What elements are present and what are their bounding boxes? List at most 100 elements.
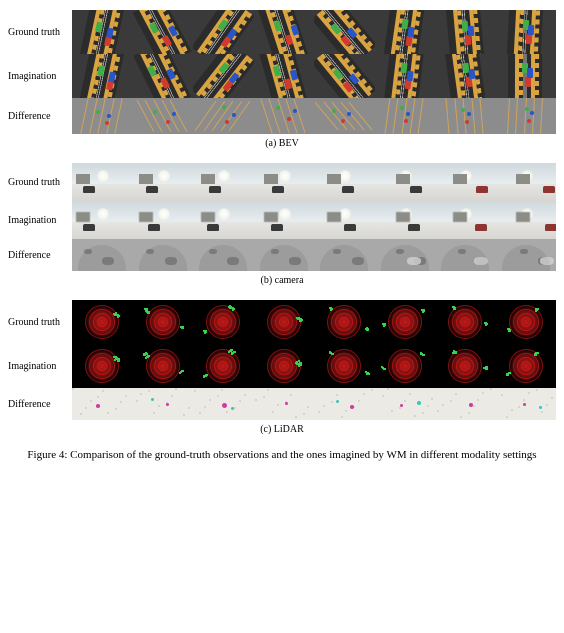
bev-strip-imag	[72, 54, 556, 98]
lidar-diff-frame	[314, 388, 375, 420]
camera-diff-frame	[314, 239, 375, 271]
bev-frame	[133, 10, 194, 54]
row-label-diff: Difference	[8, 399, 72, 410]
row-label-gt: Ground truth	[8, 317, 72, 328]
bev-row-gt: Ground truth	[8, 10, 556, 54]
camera-frame	[193, 201, 254, 239]
bev-diff-frame	[435, 98, 496, 134]
lidar-diff-frame	[435, 388, 496, 420]
cam-row-diff: Difference	[8, 239, 556, 271]
row-label-imag: Imagination	[8, 71, 72, 82]
lidar-frame	[435, 300, 496, 344]
lidar-frame	[72, 300, 133, 344]
camera-frame	[375, 201, 436, 239]
lidar-diff-frame	[133, 388, 194, 420]
bev-strip-diff	[72, 98, 556, 134]
bev-frame	[375, 54, 436, 98]
lidar-frame	[496, 344, 557, 388]
lidar-frame	[314, 344, 375, 388]
bev-frame	[314, 10, 375, 54]
lidar-frame	[193, 344, 254, 388]
camera-frame	[375, 163, 436, 201]
bev-frame	[193, 10, 254, 54]
bev-frame	[72, 10, 133, 54]
bev-diff-frame	[496, 98, 557, 134]
camera-diff-frame	[193, 239, 254, 271]
lidar-frame	[375, 344, 436, 388]
camera-frame	[193, 163, 254, 201]
cam-strip-gt	[72, 163, 556, 201]
bev-frame	[133, 54, 194, 98]
bev-diff-frame	[72, 98, 133, 134]
lidar-frame	[72, 344, 133, 388]
camera-diff-frame	[435, 239, 496, 271]
lidar-frame	[496, 300, 557, 344]
bev-frame	[435, 54, 496, 98]
lidar-frame	[254, 300, 315, 344]
camera-diff-frame	[375, 239, 436, 271]
lidar-strip-imag	[72, 344, 556, 388]
subcaption-bev: (a) BEV	[8, 138, 556, 149]
panel-lidar: Ground truth Imagination Difference (c) …	[8, 300, 556, 435]
camera-frame	[314, 163, 375, 201]
lidar-frame	[193, 300, 254, 344]
row-label-gt: Ground truth	[8, 27, 72, 38]
camera-frame	[435, 201, 496, 239]
lidar-strip-gt	[72, 300, 556, 344]
camera-diff-frame	[72, 239, 133, 271]
camera-diff-frame	[254, 239, 315, 271]
bev-diff-frame	[375, 98, 436, 134]
row-label-diff: Difference	[8, 111, 72, 122]
row-label-imag: Imagination	[8, 215, 72, 226]
cam-strip-diff	[72, 239, 556, 271]
bev-row-imag: Imagination	[8, 54, 556, 98]
lidar-row-imag: Imagination	[8, 344, 556, 388]
cam-row-gt: Ground truth	[8, 163, 556, 201]
subcaption-lidar: (c) LiDAR	[8, 424, 556, 435]
bev-frame	[254, 54, 315, 98]
camera-frame	[314, 201, 375, 239]
bev-diff-frame	[314, 98, 375, 134]
camera-frame	[496, 201, 557, 239]
camera-frame	[254, 201, 315, 239]
bev-frame	[254, 10, 315, 54]
camera-frame	[72, 163, 133, 201]
bev-strip-gt	[72, 10, 556, 54]
bev-frame	[496, 10, 557, 54]
camera-frame	[72, 201, 133, 239]
camera-frame	[133, 201, 194, 239]
bev-diff-frame	[133, 98, 194, 134]
lidar-strip-diff	[72, 388, 556, 420]
cam-strip-imag	[72, 201, 556, 239]
camera-frame	[435, 163, 496, 201]
camera-frame	[133, 163, 194, 201]
camera-diff-frame	[496, 239, 557, 271]
row-label-gt: Ground truth	[8, 177, 72, 188]
lidar-frame	[254, 344, 315, 388]
bev-frame	[193, 54, 254, 98]
bev-frame	[496, 54, 557, 98]
row-label-imag: Imagination	[8, 361, 72, 372]
lidar-frame	[314, 300, 375, 344]
lidar-frame	[133, 344, 194, 388]
lidar-diff-frame	[193, 388, 254, 420]
subcaption-camera: (b) camera	[8, 275, 556, 286]
bev-frame	[435, 10, 496, 54]
camera-frame	[496, 163, 557, 201]
row-label-diff: Difference	[8, 250, 72, 261]
panel-camera: Ground truth Imagination Difference (b) …	[8, 163, 556, 286]
bev-frame	[375, 10, 436, 54]
camera-diff-frame	[133, 239, 194, 271]
lidar-diff-frame	[254, 388, 315, 420]
bev-diff-frame	[254, 98, 315, 134]
figure-caption: Figure 4: Comparison of the ground-truth…	[8, 449, 556, 461]
bev-diff-frame	[193, 98, 254, 134]
lidar-frame	[375, 300, 436, 344]
lidar-diff-frame	[72, 388, 133, 420]
camera-frame	[254, 163, 315, 201]
lidar-diff-frame	[496, 388, 557, 420]
cam-row-imag: Imagination	[8, 201, 556, 239]
lidar-row-diff: Difference	[8, 388, 556, 420]
lidar-row-gt: Ground truth	[8, 300, 556, 344]
lidar-diff-frame	[375, 388, 436, 420]
